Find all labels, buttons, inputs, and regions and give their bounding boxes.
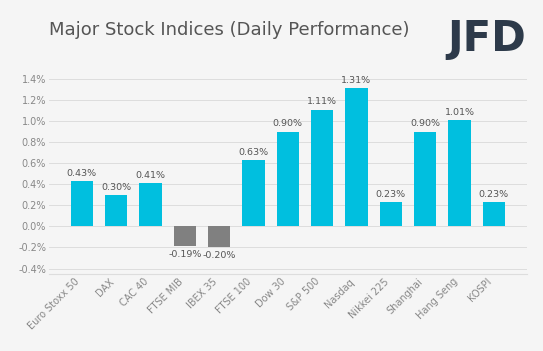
Bar bbox=[449, 120, 471, 226]
Bar bbox=[483, 202, 505, 226]
Text: 0.43%: 0.43% bbox=[67, 169, 97, 178]
Text: 0.90%: 0.90% bbox=[273, 119, 303, 128]
Bar bbox=[174, 226, 196, 246]
Text: 0.63%: 0.63% bbox=[238, 148, 268, 157]
Bar bbox=[276, 132, 299, 226]
Text: 0.30%: 0.30% bbox=[101, 183, 131, 192]
Text: 1.11%: 1.11% bbox=[307, 97, 337, 106]
Bar bbox=[380, 202, 402, 226]
Bar bbox=[105, 195, 127, 226]
Text: 0.90%: 0.90% bbox=[410, 119, 440, 128]
Text: 0.41%: 0.41% bbox=[135, 171, 166, 180]
Bar bbox=[242, 160, 264, 226]
Text: 0.23%: 0.23% bbox=[376, 190, 406, 199]
Text: 0.23%: 0.23% bbox=[479, 190, 509, 199]
Text: -0.20%: -0.20% bbox=[203, 251, 236, 260]
Bar bbox=[311, 110, 333, 226]
Text: -0.19%: -0.19% bbox=[168, 250, 201, 259]
Bar bbox=[139, 183, 162, 226]
Bar bbox=[71, 181, 93, 226]
Text: 1.31%: 1.31% bbox=[342, 76, 371, 85]
Text: JFD: JFD bbox=[447, 18, 526, 60]
Text: Major Stock Indices (Daily Performance): Major Stock Indices (Daily Performance) bbox=[49, 21, 409, 39]
Text: 1.01%: 1.01% bbox=[445, 108, 475, 117]
Bar bbox=[208, 226, 230, 247]
Bar bbox=[345, 88, 368, 226]
Bar bbox=[414, 132, 437, 226]
